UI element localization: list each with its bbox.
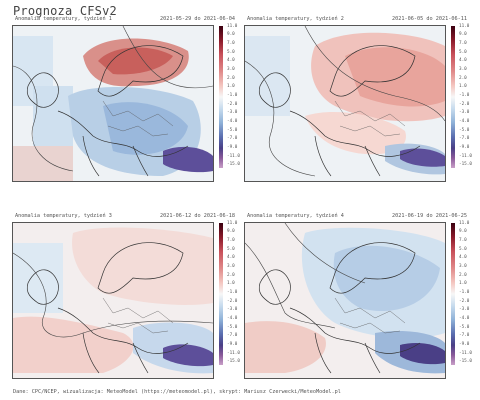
temperature-anomaly-map <box>244 25 446 182</box>
scale-label: 11.0 <box>227 221 238 226</box>
panel-title: Anomalia temperatury, tydzień 3 <box>15 213 112 219</box>
page-title: Prognoza CFSv2 <box>13 4 117 18</box>
scale-label: 4.0 <box>459 255 467 260</box>
forecast-panel-week-3: Anomalia temperatury, tydzień 3 2021-06-… <box>12 211 241 391</box>
scale-label: -5.0 <box>227 128 238 133</box>
scale-label: -1.0 <box>227 93 238 98</box>
scale-label: 9.0 <box>459 32 467 37</box>
scale-label: -9.0 <box>459 342 470 347</box>
source-credits: Dane: CPC/NCEP, wizualizacja: MeteoModel… <box>13 389 341 395</box>
panel-date-range: 2021-05-29 do 2021-06-04 <box>160 16 235 22</box>
scale-label: 11.0 <box>227 24 238 29</box>
temperature-anomaly-map <box>244 222 446 379</box>
scale-label: 11.0 <box>459 221 470 226</box>
scale-label: -2.0 <box>459 299 470 304</box>
scale-label: 2.0 <box>459 273 467 278</box>
scale-label: -5.0 <box>227 325 238 330</box>
forecast-panel-week-1: Anomalia temperatury, tydzień 1 2021-05-… <box>12 14 241 194</box>
scale-label: -15.0 <box>459 359 472 364</box>
scale-label: 7.0 <box>227 41 235 46</box>
scale-label: -1.0 <box>459 93 470 98</box>
scale-label: -7.0 <box>459 136 470 141</box>
scale-label: 7.0 <box>227 238 235 243</box>
color-scale-legend: 11.0 9.0 7.0 5.0 4.0 3.0 2.0 1.0 -1.0 -2… <box>219 221 241 378</box>
scale-label: -9.0 <box>227 342 238 347</box>
scale-label: 1.0 <box>459 84 467 89</box>
scale-label: 5.0 <box>227 50 235 55</box>
scale-label: 5.0 <box>227 247 235 252</box>
color-scale-bar <box>451 26 455 168</box>
scale-label: -4.0 <box>227 316 238 321</box>
panel-title: Anomalia temperatury, tydzień 1 <box>15 16 112 22</box>
scale-label: 4.0 <box>459 58 467 63</box>
panel-header: Anomalia temperatury, tydzień 2 2021-06-… <box>245 14 467 24</box>
scale-label: 3.0 <box>459 67 467 72</box>
scale-label: 3.0 <box>227 264 235 269</box>
scale-label: -4.0 <box>227 119 238 124</box>
scale-label: -3.0 <box>227 110 238 115</box>
panel-title: Anomalia temperatury, tydzień 2 <box>247 16 344 22</box>
scale-label: 4.0 <box>227 58 235 63</box>
scale-label: 11.0 <box>459 24 470 29</box>
scale-label: -7.0 <box>227 136 238 141</box>
scale-label: -3.0 <box>459 110 470 115</box>
color-scale-bar <box>451 223 455 365</box>
scale-label: -4.0 <box>459 119 470 124</box>
scale-label: 3.0 <box>459 264 467 269</box>
forecast-panel-week-4: Anomalia temperatury, tydzień 4 2021-06-… <box>244 211 473 391</box>
panel-date-range: 2021-06-05 do 2021-06-11 <box>392 16 467 22</box>
scale-label: -11.0 <box>227 351 240 356</box>
scale-label: -3.0 <box>227 307 238 312</box>
scale-label: -9.0 <box>459 145 470 150</box>
scale-label: -11.0 <box>459 351 472 356</box>
scale-label: 2.0 <box>227 273 235 278</box>
scale-label: -15.0 <box>227 359 240 364</box>
color-scale-legend: 11.0 9.0 7.0 5.0 4.0 3.0 2.0 1.0 -1.0 -2… <box>451 24 473 181</box>
panel-header: Anomalia temperatury, tydzień 3 2021-06-… <box>13 211 235 221</box>
scale-label: -3.0 <box>459 307 470 312</box>
panel-title: Anomalia temperatury, tydzień 4 <box>247 213 344 219</box>
scale-label: 1.0 <box>227 84 235 89</box>
scale-label: -2.0 <box>459 102 470 107</box>
scale-label: 9.0 <box>227 229 235 234</box>
scale-label: -4.0 <box>459 316 470 321</box>
color-scale-legend: 11.0 9.0 7.0 5.0 4.0 3.0 2.0 1.0 -1.0 -2… <box>451 221 473 378</box>
scale-label: 1.0 <box>227 281 235 286</box>
scale-label: -2.0 <box>227 102 238 107</box>
scale-label: 1.0 <box>459 281 467 286</box>
scale-label: -1.0 <box>459 290 470 295</box>
color-scale-bar <box>219 223 223 365</box>
scale-label: -7.0 <box>227 333 238 338</box>
scale-label: -11.0 <box>227 154 240 159</box>
panel-header: Anomalia temperatury, tydzień 4 2021-06-… <box>245 211 467 221</box>
temperature-anomaly-map <box>12 25 214 182</box>
scale-label: 2.0 <box>459 76 467 81</box>
scale-label: -11.0 <box>459 154 472 159</box>
panel-date-range: 2021-06-19 do 2021-06-25 <box>392 213 467 219</box>
scale-label: 2.0 <box>227 76 235 81</box>
scale-label: -7.0 <box>459 333 470 338</box>
scale-label: 9.0 <box>459 229 467 234</box>
forecast-panel-week-2: Anomalia temperatury, tydzień 2 2021-06-… <box>244 14 473 194</box>
scale-label: -15.0 <box>459 162 472 167</box>
panel-header: Anomalia temperatury, tydzień 1 2021-05-… <box>13 14 235 24</box>
temperature-anomaly-map <box>12 222 214 379</box>
color-scale-legend: 11.0 9.0 7.0 5.0 4.0 3.0 2.0 1.0 -1.0 -2… <box>219 24 241 181</box>
scale-label: -2.0 <box>227 299 238 304</box>
scale-label: -5.0 <box>459 128 470 133</box>
scale-label: -9.0 <box>227 145 238 150</box>
scale-label: 9.0 <box>227 32 235 37</box>
scale-label: -15.0 <box>227 162 240 167</box>
scale-label: 7.0 <box>459 238 467 243</box>
scale-label: 4.0 <box>227 255 235 260</box>
scale-label: 7.0 <box>459 41 467 46</box>
scale-label: 3.0 <box>227 67 235 72</box>
scale-label: -1.0 <box>227 290 238 295</box>
panel-date-range: 2021-06-12 do 2021-06-18 <box>160 213 235 219</box>
scale-label: -5.0 <box>459 325 470 330</box>
scale-label: 5.0 <box>459 50 467 55</box>
scale-label: 5.0 <box>459 247 467 252</box>
color-scale-bar <box>219 26 223 168</box>
